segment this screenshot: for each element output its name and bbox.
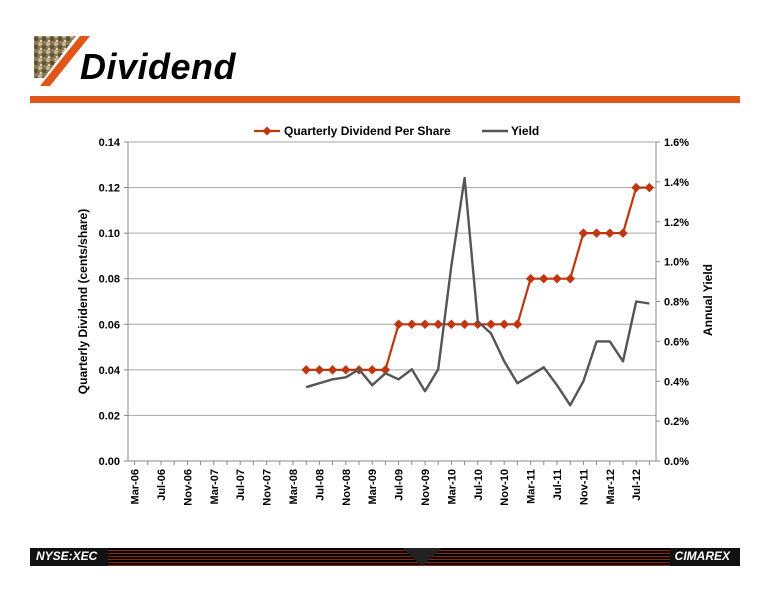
legend-label-dividend: Quarterly Dividend Per Share (284, 124, 451, 138)
dividend-point (499, 319, 510, 330)
dividend-point (367, 365, 378, 375)
y2-tick-label: 0.8% (664, 297, 689, 309)
y2-tick-label: 0.2% (664, 416, 689, 428)
footer-ticker-panel: NYSE:XEC (30, 548, 108, 566)
x-tick-label: Mar-08 (288, 469, 300, 504)
x-tick-label: Nov-07 (262, 469, 274, 506)
ticker-label: NYSE:XEC (36, 549, 98, 563)
y2-tick-label: 0.6% (664, 336, 689, 348)
x-tick-label: Mar-06 (130, 469, 142, 504)
page-title: Dividend (80, 46, 237, 87)
y-tick-label: 0.12 (99, 183, 120, 195)
dividend-point (446, 319, 457, 330)
dividend-point (420, 319, 430, 330)
dividend-point (301, 365, 312, 375)
x-tick-label: Nov-09 (420, 469, 432, 506)
dividend-point (486, 319, 496, 330)
title-rule (30, 96, 740, 103)
x-tick-label: Nov-06 (182, 469, 194, 506)
y2-axis-title: Annual Yield (701, 264, 715, 336)
y2-tick-label: 1.0% (664, 257, 689, 269)
brand-label: CIMAREX (674, 549, 730, 563)
x-tick-label: Mar-09 (367, 469, 379, 504)
y-tick-label: 0.14 (99, 137, 121, 149)
dividend-point (433, 319, 444, 330)
x-tick-label: Jul-07 (235, 469, 247, 501)
y-tick-label: 0.00 (99, 456, 120, 468)
footer-notch (402, 548, 442, 566)
dividend-point (552, 273, 562, 284)
y2-tick-label: 0.0% (664, 456, 689, 468)
dividend-point (631, 182, 642, 193)
x-tick-label: Mar-12 (605, 469, 617, 504)
x-tick-label: Mar-07 (209, 469, 221, 504)
dividend-point (578, 228, 589, 238)
x-tick-label: Jul-09 (394, 469, 406, 501)
y-tick-label: 0.02 (99, 410, 120, 422)
y2-tick-label: 1.6% (664, 137, 689, 149)
dividend-point (393, 319, 404, 330)
x-tick-label: Nov-10 (499, 469, 511, 506)
y2-tick-label: 0.4% (664, 376, 689, 388)
x-tick-label: Nov-08 (341, 469, 353, 506)
legend-label-yield: Yield (511, 124, 539, 138)
dividend-point (644, 182, 655, 193)
legend-marker-dividend (262, 126, 272, 136)
footer-brand-panel: CIMAREX (670, 548, 740, 566)
y-tick-label: 0.10 (99, 228, 120, 240)
x-tick-label: Jul-06 (156, 469, 168, 501)
dividend-point (406, 319, 417, 330)
x-tick-label: Jul-08 (314, 469, 326, 501)
dividend-point (459, 319, 470, 330)
x-tick-label: Jul-12 (631, 469, 643, 501)
y2-tick-label: 1.4% (664, 177, 689, 189)
y-tick-label: 0.06 (99, 319, 120, 331)
dividend-point (538, 273, 549, 284)
y-axis-title: Quarterly Dividend (cents/share) (76, 209, 90, 394)
footer-bar: NYSE:XEC CIMAREX (30, 548, 740, 566)
dividend-point (525, 273, 536, 284)
series-line-yield (305, 176, 650, 407)
y2-tick-label: 1.2% (664, 217, 689, 229)
x-tick-label: Jul-10 (473, 469, 485, 501)
footer-stripes (30, 548, 740, 566)
dividend-point (618, 228, 628, 238)
dividend-chart: 0.00 0.02 0.04 0.06 0.08 0.10 0.12 0.14 0.0% 0.2%… (76, 124, 715, 506)
dividend-point (327, 365, 338, 375)
x-tick-label: Nov-11 (578, 469, 590, 505)
x-tick-label: Jul-11 (552, 469, 564, 500)
dividend-point (604, 228, 615, 238)
dividend-point (340, 365, 351, 375)
dividend-point (591, 228, 602, 238)
dividend-point (314, 365, 325, 375)
x-tick-label: Mar-10 (446, 469, 458, 504)
dividend-point (512, 319, 523, 330)
cimarex-logo (34, 36, 90, 86)
y-tick-label: 0.04 (99, 365, 121, 377)
dividend-point (565, 273, 576, 284)
x-tick-label: Mar-11 (526, 469, 538, 504)
y-tick-label: 0.08 (99, 274, 120, 286)
